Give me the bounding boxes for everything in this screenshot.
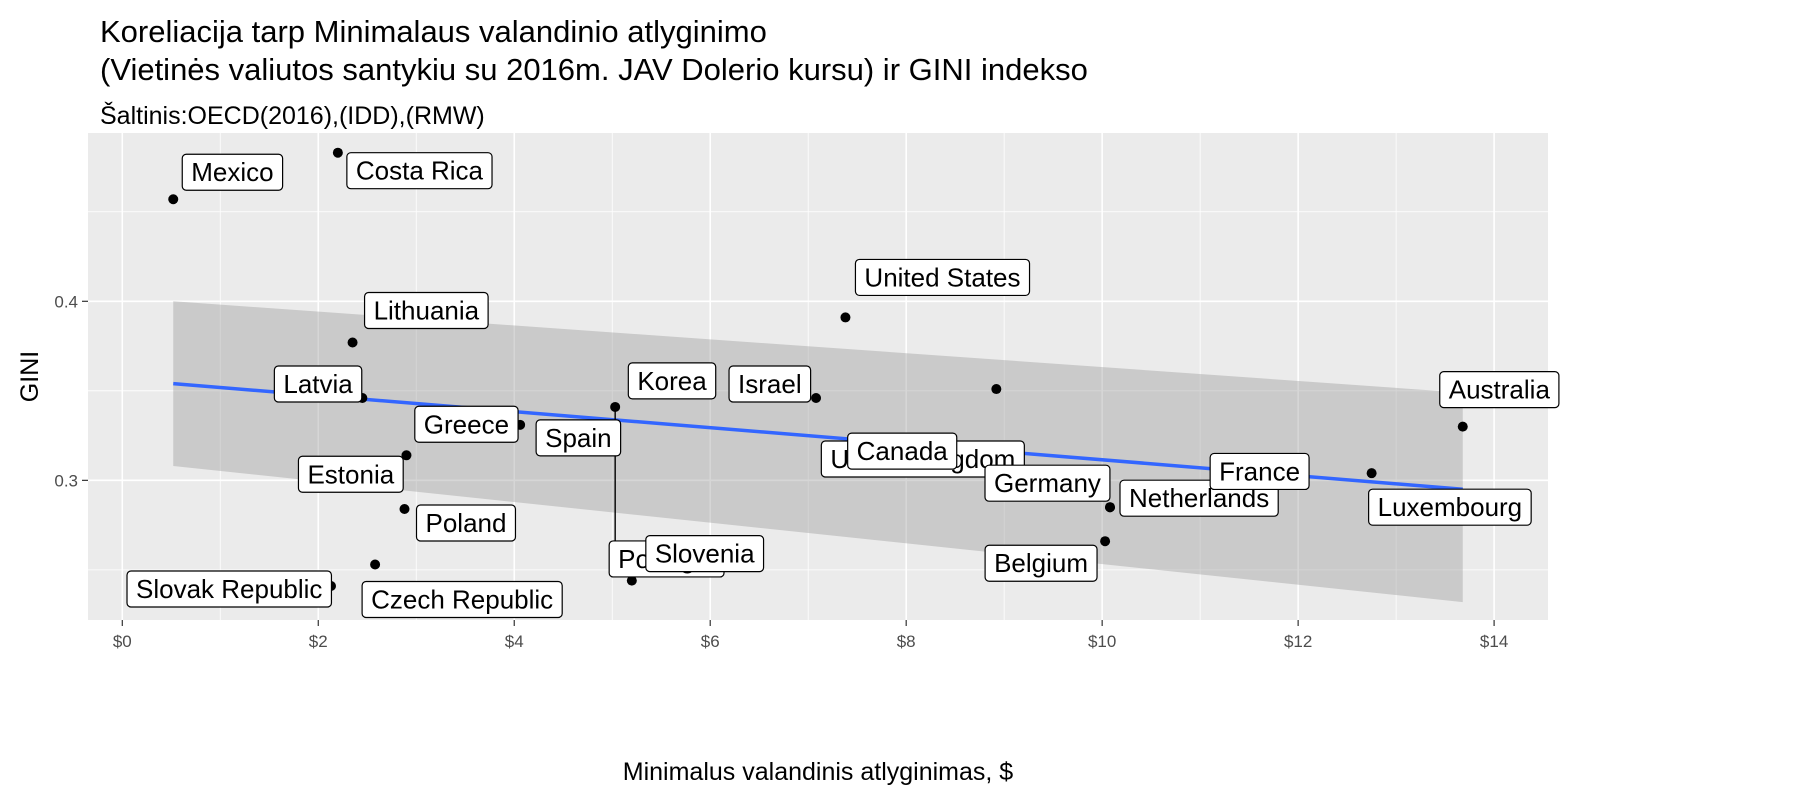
x-tick-label: $12	[1284, 632, 1312, 651]
point-label: United States	[854, 258, 1031, 297]
point-label-text: Germany	[994, 468, 1101, 498]
point-label: Belgium	[984, 544, 1098, 582]
point-label-text: Czech Republic	[371, 584, 553, 614]
point-label-box	[535, 419, 622, 457]
point-label-text: United States	[864, 262, 1020, 292]
point-label-text: Estonia	[307, 459, 394, 489]
data-point	[168, 194, 179, 205]
point-label-box	[1209, 452, 1310, 491]
point-label-box	[1439, 371, 1560, 409]
chart-subtitle: Šaltinis:OECD(2016),(IDD),(RMW)	[100, 102, 485, 130]
data-point	[401, 450, 412, 461]
data-point	[991, 384, 1002, 395]
point-label: Costa Rica	[346, 152, 493, 190]
chart-title-line-2: (Vietinės valiutos santykiu su 2016m. JA…	[100, 52, 1088, 87]
data-point	[332, 147, 343, 158]
point-label: France	[1209, 452, 1310, 491]
point-label-text: Latvia	[283, 369, 353, 399]
data-point	[1457, 421, 1468, 432]
y-tick-label: 0.4	[54, 292, 78, 311]
point-labels: Mexico Costa Rica Lithuania Latvia Greece Est…	[126, 152, 1560, 619]
point-label-text: Spain	[545, 423, 612, 453]
point-label-text: Slovak Republic	[136, 574, 322, 604]
data-point	[1105, 502, 1115, 513]
axes: $0 $2 $4 $6 $8 $10 $12 $14 0.3 0.4	[54, 292, 1508, 651]
point-label-box	[181, 153, 284, 191]
point-label-text: Lithuania	[374, 295, 480, 325]
point-label-box	[363, 291, 489, 330]
point-label-text: Luxembourg	[1378, 492, 1523, 522]
point-label-text: Israel	[738, 369, 802, 399]
point-label: Australia	[1439, 371, 1560, 409]
point-label: Luxembourg	[1368, 488, 1532, 526]
point-label: Latvia	[273, 365, 363, 403]
x-tick-label: $14	[1480, 632, 1508, 651]
point-label-text: Canada	[857, 436, 949, 466]
point-label-text: Costa Rica	[356, 156, 484, 186]
point-label: Germany	[984, 464, 1111, 502]
point-label-box	[984, 464, 1111, 502]
x-tick-label: $0	[113, 632, 132, 651]
data-point	[610, 401, 621, 412]
point-label: Mexico	[181, 153, 284, 191]
point-label-box	[847, 432, 958, 470]
point-label-box	[645, 535, 765, 573]
point-label: Slovak Republic	[126, 570, 333, 608]
point-label: Czech Republic	[361, 580, 563, 619]
data-point	[1100, 536, 1111, 547]
point-label: Slovenia	[645, 535, 765, 573]
x-tick-label: $6	[701, 632, 720, 651]
point-label: Spain	[535, 419, 622, 457]
point-label-text: Mexico	[191, 157, 273, 187]
point-label-box	[297, 455, 404, 493]
x-tick-label: $4	[505, 632, 524, 651]
x-tick-label: $10	[1088, 632, 1116, 651]
point-label-text: Greece	[424, 409, 509, 439]
y-axis-label: GINI	[16, 351, 44, 402]
point-label: Greece	[414, 405, 519, 443]
data-point	[626, 575, 637, 586]
point-label: Korea	[627, 362, 717, 400]
x-tick-label: $2	[309, 632, 328, 651]
point-label-box	[273, 365, 363, 403]
point-label-box	[346, 152, 493, 190]
y-tick-label: 0.3	[54, 471, 78, 490]
point-label-box	[415, 504, 517, 542]
point-label: Poland	[415, 504, 517, 542]
x-axis-label: Minimalus valandinis atlyginimas, $	[623, 758, 1014, 786]
point-label-text: Slovenia	[655, 539, 755, 569]
data-point	[347, 337, 358, 348]
point-label-box	[1368, 488, 1532, 526]
point-label-text: Australia	[1449, 375, 1551, 405]
x-tick-label: $8	[897, 632, 916, 651]
data-point	[1366, 468, 1377, 479]
point-label-text: Belgium	[994, 548, 1088, 578]
point-label-box	[984, 544, 1098, 582]
point-label-text: Poland	[425, 508, 506, 538]
point-label: Israel	[728, 365, 812, 403]
point-label-text: Korea	[637, 366, 707, 396]
point-label-box	[414, 405, 519, 443]
data-point	[811, 392, 822, 403]
point-label-box	[728, 365, 812, 403]
chart-title-line-1: Koreliacija tarp Minimalaus valandinio a…	[100, 14, 767, 49]
point-label-box	[126, 570, 333, 608]
point-label-box	[854, 258, 1031, 297]
data-point	[370, 559, 381, 570]
point-label: Lithuania	[363, 291, 489, 330]
confidence-band-layer	[173, 301, 1463, 603]
point-label: Canada	[847, 432, 958, 470]
data-point	[399, 503, 410, 514]
point-label-box	[627, 362, 717, 400]
confidence-band	[173, 301, 1463, 603]
point-label-box	[361, 580, 563, 619]
data-point	[840, 312, 851, 323]
point-label: Estonia	[297, 455, 404, 493]
point-label-text: France	[1219, 456, 1300, 486]
